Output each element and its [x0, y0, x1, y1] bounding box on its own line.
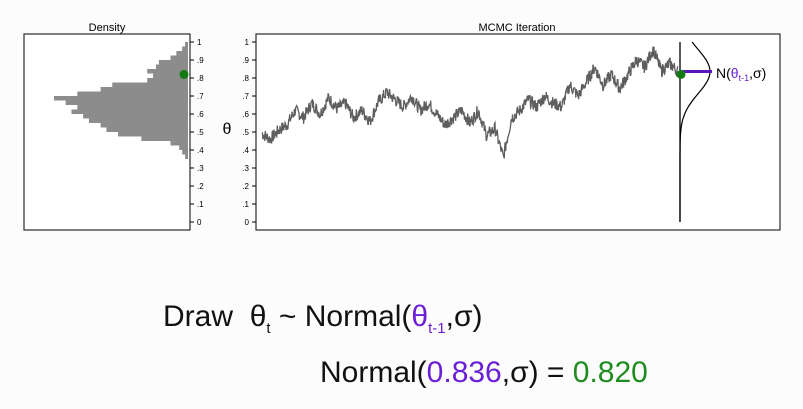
tick-label: .3 — [242, 164, 249, 173]
histogram-bar — [88, 118, 188, 123]
tick-label: .3 — [197, 164, 204, 173]
proposal-label-sub: t-1 — [739, 73, 750, 83]
density-title: Density — [89, 22, 126, 34]
proposal-label: N(θt-1,σ) — [716, 65, 766, 83]
mcmc-trace-line — [261, 46, 679, 159]
tick-label: 0 — [245, 218, 250, 227]
histogram-bar — [100, 87, 188, 92]
histogram-bar — [112, 82, 188, 87]
histogram-bar — [100, 123, 188, 128]
histogram-bar — [179, 145, 188, 150]
histogram-bar — [176, 51, 188, 56]
histogram-bar — [77, 91, 188, 96]
tick-label: .9 — [197, 56, 204, 65]
histogram-bar — [106, 127, 188, 132]
tick-label: .6 — [242, 110, 249, 119]
tick-label: .8 — [242, 74, 249, 83]
trace-title: MCMC Iteration — [478, 22, 555, 34]
tick-label: .6 — [197, 110, 204, 119]
eq-theta-prev-sub: t-1 — [428, 320, 446, 337]
histogram-bar — [141, 136, 188, 141]
density-axis-ticks: 0 .1 .2 .3 .4 .5 .6 .7 .8 .9 1 — [190, 38, 204, 227]
tick-label: .1 — [242, 200, 249, 209]
eq-theta-sub: t — [266, 320, 271, 337]
proposal-label-suffix: ,σ) — [749, 65, 766, 81]
histogram-bar — [182, 46, 188, 51]
density-current-dot — [179, 69, 189, 79]
histogram-bar — [153, 73, 188, 78]
tick-label: .5 — [242, 128, 249, 137]
histogram-bar — [83, 114, 188, 119]
trace-current-dot — [676, 69, 686, 79]
eq-theta: θ — [249, 300, 267, 333]
histogram-bar — [170, 141, 188, 146]
histogram-bar — [147, 69, 188, 74]
histogram-bar — [185, 42, 188, 47]
eq2-result-value: 0.820 — [572, 356, 648, 389]
histogram-bar — [54, 96, 188, 101]
histogram-bar — [182, 150, 188, 155]
proposal-label-prefix: N( — [716, 65, 731, 81]
trace-y-label: θ — [223, 121, 232, 138]
eq-theta-prev: θ — [411, 300, 429, 333]
histogram-bar — [155, 64, 188, 69]
tick-label: 1 — [245, 38, 250, 47]
tick-label: .5 — [197, 128, 204, 137]
trace-panel: 0 .1 .2 .3 .4 .5 .6 .7 .8 .9 1 θ MCMC Iteration N(… — [223, 22, 781, 231]
histogram-bar — [65, 100, 188, 105]
histogram-bar — [147, 78, 188, 83]
histogram-bar — [170, 55, 188, 60]
tick-label: .9 — [242, 56, 249, 65]
eq2-close-equals: ,σ) = — [501, 356, 573, 389]
eq-tilde-normal: ~ Normal( — [270, 300, 412, 333]
eq2-normal-open: Normal( — [320, 356, 427, 389]
eq2-mean-value: 0.836 — [426, 356, 502, 389]
eq-close: ,σ) — [445, 300, 483, 333]
tick-label: .4 — [242, 146, 249, 155]
tick-label: .1 — [197, 200, 204, 209]
histogram-bar — [71, 109, 188, 114]
equation-draw: Draw θt ~ Normal(θt-1,σ) — [163, 300, 483, 337]
tick-label: .7 — [242, 92, 249, 101]
tick-label: .4 — [197, 146, 204, 155]
proposal-label-theta: θ — [731, 65, 739, 81]
trace-frame — [255, 33, 781, 231]
tick-label: .8 — [197, 74, 204, 83]
tick-label: 0 — [197, 218, 202, 227]
density-panel: 0 .1 .2 .3 .4 .5 .6 .7 .8 .9 1 Density — [23, 22, 204, 231]
tick-label: .2 — [242, 182, 249, 191]
eq-draw-word: Draw — [163, 300, 234, 333]
trace-axis-ticks: 0 .1 .2 .3 .4 .5 .6 .7 .8 .9 1 — [242, 38, 256, 227]
tick-label: .2 — [197, 182, 204, 191]
histogram-bar — [185, 154, 188, 159]
density-histogram — [54, 42, 188, 159]
histogram-bar — [118, 132, 188, 137]
histogram-bar — [77, 105, 188, 110]
histogram-bar — [158, 60, 188, 65]
equation-evaluated: Normal(0.836,σ) = 0.820 — [320, 356, 648, 390]
tick-label: 1 — [197, 38, 202, 47]
tick-label: .7 — [197, 92, 204, 101]
